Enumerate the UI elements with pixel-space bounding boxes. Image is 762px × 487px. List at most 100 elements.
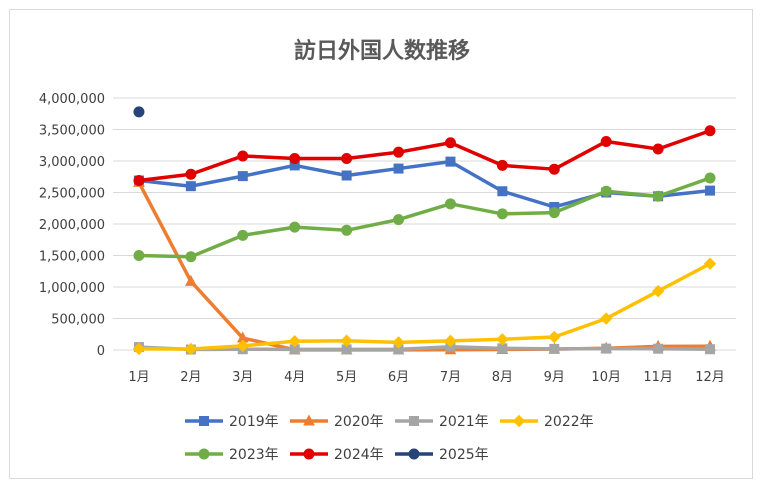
legend-marker <box>409 416 419 426</box>
series-line <box>138 345 711 352</box>
legend-marker <box>408 448 420 460</box>
data-point <box>133 175 145 187</box>
data-point <box>600 135 612 147</box>
data-point <box>496 159 508 171</box>
series-line <box>138 159 711 209</box>
x-tick-label: 3月 <box>232 370 253 385</box>
legend-item: 2019年 <box>185 414 279 430</box>
data-point <box>653 343 664 354</box>
chart-title: 訪日外国人数推移 <box>294 38 470 64</box>
data-point <box>133 250 145 261</box>
x-tick-label: 10月 <box>591 370 621 385</box>
data-point <box>601 343 612 354</box>
gridlines <box>113 97 736 351</box>
legend-marker <box>303 448 315 460</box>
data-point <box>600 185 612 197</box>
data-point <box>445 156 456 167</box>
data-point <box>393 214 405 226</box>
data-point <box>341 224 353 236</box>
series-lines <box>132 106 717 356</box>
y-tick-label: 1,500,000 <box>39 250 105 265</box>
series-2025年 <box>133 106 145 118</box>
legend-marker <box>198 448 210 460</box>
legend-marker <box>303 414 315 426</box>
legend-marker <box>512 414 526 428</box>
data-point <box>705 344 716 355</box>
legend-item: 2020年 <box>290 414 384 430</box>
data-point <box>341 170 352 181</box>
legend-label: 2019年 <box>229 414 279 430</box>
legend: 2019年 2020年 2021年 2022年 2023年 2024年 2025年 <box>185 414 594 463</box>
data-point <box>237 171 248 182</box>
legend-label: 2022年 <box>544 414 594 430</box>
series-2020年 <box>133 175 716 355</box>
x-tick-label: 9月 <box>544 370 565 385</box>
x-tick-label: 6月 <box>388 370 409 385</box>
data-point <box>340 334 353 347</box>
data-point <box>237 229 249 241</box>
x-tick-label: 11月 <box>643 370 673 385</box>
y-tick-label: 1,000,000 <box>39 281 105 296</box>
data-point <box>185 274 197 286</box>
data-point <box>133 106 145 118</box>
data-point <box>184 342 198 356</box>
data-point <box>392 336 405 349</box>
data-point <box>237 150 249 162</box>
series-line <box>138 176 711 259</box>
data-point <box>497 186 508 197</box>
data-point <box>705 185 716 196</box>
x-tick-label: 2月 <box>180 370 201 385</box>
data-point <box>548 207 560 219</box>
legend-item: 2023年 <box>185 447 279 463</box>
axes: 0 500,000 1,000,000 1,500,000 2,000,000 2,500… <box>39 92 725 385</box>
data-point <box>651 284 665 298</box>
data-point <box>548 330 561 344</box>
line-chart: 訪日外国人数推移 0 500,000 1,000,000 1,500,000 2,000… <box>39 38 736 463</box>
data-point <box>548 163 560 175</box>
series-line <box>137 181 711 352</box>
y-tick-label: 2,500,000 <box>39 187 105 202</box>
x-tick-label: 5月 <box>336 370 357 385</box>
data-point <box>185 181 196 192</box>
data-point <box>341 152 353 164</box>
legend-item: 2021年 <box>395 414 489 430</box>
legend-item: 2025年 <box>395 447 489 463</box>
legend-label: 2021年 <box>439 414 489 430</box>
y-tick-label: 2,000,000 <box>39 218 105 233</box>
data-point <box>289 152 301 164</box>
data-point <box>652 143 664 155</box>
y-tick-label: 3,500,000 <box>39 124 105 139</box>
x-tick-label: 12月 <box>695 370 725 385</box>
series-2023年 <box>133 172 716 263</box>
data-point <box>444 137 456 149</box>
data-point <box>444 198 456 210</box>
data-point <box>703 257 717 270</box>
legend-label: 2024年 <box>334 447 384 463</box>
data-point <box>652 190 664 202</box>
legend-label: 2023年 <box>229 447 279 463</box>
data-point <box>496 208 508 220</box>
chart-container: 訪日外国人数推移 0 500,000 1,000,000 1,500,000 2,000… <box>9 9 753 479</box>
y-tick-label: 0 <box>97 344 105 359</box>
series-2022年 <box>132 257 717 356</box>
series-line <box>138 129 711 183</box>
legend-item: 2024年 <box>290 447 384 463</box>
y-tick-label: 4,000,000 <box>39 92 105 107</box>
legend-label: 2020年 <box>334 414 384 430</box>
data-point <box>704 172 716 184</box>
data-point <box>393 163 404 174</box>
y-tick-label: 3,000,000 <box>39 155 105 170</box>
x-tick-label: 4月 <box>284 370 305 385</box>
data-point <box>236 339 249 353</box>
y-tick-label: 500,000 <box>51 313 105 328</box>
data-point <box>288 335 301 348</box>
data-point <box>704 125 716 137</box>
data-point <box>185 168 197 180</box>
data-point <box>132 342 146 356</box>
data-point <box>185 251 197 263</box>
data-point <box>393 146 405 158</box>
series-line <box>138 262 711 351</box>
x-tick-label: 8月 <box>492 370 513 385</box>
data-point <box>600 312 613 325</box>
data-point <box>549 343 560 354</box>
